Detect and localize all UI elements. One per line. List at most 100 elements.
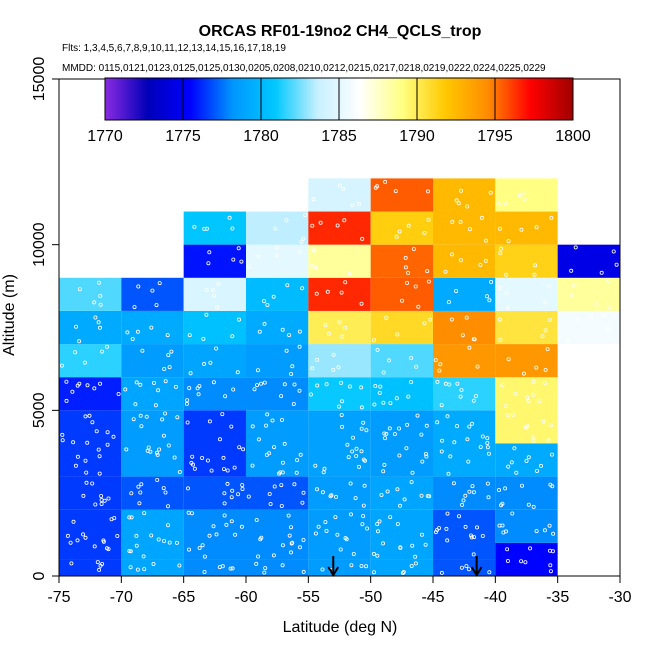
- sample-point: [472, 535, 477, 540]
- sample-point: [406, 394, 411, 399]
- sample-point: [419, 432, 424, 437]
- sample-point: [496, 201, 501, 206]
- sample-point: [395, 332, 400, 337]
- sample-point: [69, 561, 74, 566]
- heatmap-cell: [246, 410, 309, 477]
- sample-point: [77, 287, 82, 292]
- sample-point: [222, 513, 227, 518]
- sample-point: [551, 531, 556, 536]
- sample-point: [93, 315, 98, 320]
- sample-point: [354, 446, 359, 451]
- sample-point: [235, 370, 240, 375]
- sample-point: [428, 317, 433, 322]
- y-axis-label: Altitude (m): [1, 274, 18, 356]
- sample-point: [541, 419, 546, 424]
- sample-point: [141, 554, 146, 559]
- heatmap-cell: [121, 277, 184, 311]
- sample-point: [123, 387, 128, 392]
- heatmap-cell: [495, 377, 558, 444]
- sample-point: [470, 421, 475, 426]
- sample-point: [497, 285, 502, 290]
- sample-point: [64, 379, 69, 384]
- sample-point: [463, 493, 468, 498]
- heatmap-cell: [308, 178, 371, 212]
- sample-point: [265, 302, 270, 307]
- sample-point: [403, 265, 408, 270]
- heatmap-cell: [121, 344, 184, 378]
- sample-point: [74, 324, 79, 329]
- sample-point: [362, 458, 367, 463]
- sample-point: [433, 358, 438, 363]
- sample-point: [449, 317, 454, 322]
- sample-point: [517, 193, 522, 198]
- sample-point: [222, 491, 227, 496]
- sample-point: [204, 288, 209, 293]
- sample-point: [73, 350, 78, 355]
- sample-point: [309, 264, 314, 269]
- sample-point: [475, 364, 480, 369]
- sample-point: [523, 425, 528, 430]
- sample-point: [526, 502, 531, 507]
- sample-point: [214, 346, 219, 351]
- sample-point: [206, 261, 211, 266]
- sample-point: [339, 412, 344, 417]
- sample-point: [372, 402, 377, 407]
- sample-point: [297, 250, 302, 255]
- sample-point: [467, 227, 472, 232]
- sample-point: [262, 570, 267, 575]
- sample-point: [336, 365, 341, 370]
- sample-point: [98, 381, 103, 386]
- sample-point: [384, 431, 389, 436]
- sample-point: [359, 426, 364, 431]
- heatmap-cell: [59, 559, 122, 576]
- sample-point: [220, 412, 225, 417]
- sample-point: [142, 511, 147, 516]
- sample-point: [465, 204, 470, 209]
- heatmap-cell: [59, 277, 122, 311]
- sample-point: [444, 526, 449, 531]
- sample-point: [400, 298, 405, 303]
- sample-point: [197, 384, 202, 389]
- sample-point: [350, 435, 355, 440]
- sample-point: [549, 215, 554, 220]
- heatmap-cell: [183, 559, 246, 576]
- sample-point: [223, 394, 228, 399]
- heatmap-cell: [433, 244, 496, 278]
- sample-point: [105, 430, 110, 435]
- sample-point: [224, 522, 229, 527]
- sample-point: [338, 547, 343, 552]
- sample-point: [500, 383, 505, 388]
- sample-point: [339, 334, 344, 339]
- sample-point: [359, 405, 364, 410]
- heatmap-cell: [121, 410, 184, 477]
- x-tick-label: -50: [359, 589, 382, 606]
- sample-point: [460, 502, 465, 507]
- sample-point: [525, 395, 530, 400]
- sample-point: [472, 337, 477, 342]
- sample-point: [323, 520, 328, 525]
- sample-point: [528, 546, 533, 551]
- x-tick-label: -60: [234, 589, 257, 606]
- heatmap-cell: [183, 377, 246, 411]
- sample-point: [413, 561, 418, 566]
- heatmap-cell: [246, 277, 309, 311]
- sample-point: [423, 542, 428, 547]
- sample-point: [280, 460, 285, 465]
- sample-point: [82, 360, 87, 365]
- sample-point: [189, 460, 194, 465]
- sample-point: [129, 491, 134, 496]
- sample-point: [524, 458, 529, 463]
- sample-point: [533, 263, 538, 268]
- sample-point: [258, 537, 263, 542]
- sample-point: [207, 250, 212, 255]
- sample-point: [280, 327, 285, 332]
- sample-point: [138, 413, 143, 418]
- sample-point: [371, 551, 376, 556]
- heatmap-cell: [59, 344, 122, 378]
- sample-point: [189, 511, 194, 516]
- sample-point: [94, 429, 99, 434]
- heatmap-cell: [495, 344, 558, 378]
- sample-point: [400, 571, 405, 576]
- sample-point: [470, 484, 475, 489]
- sample-point: [474, 525, 479, 530]
